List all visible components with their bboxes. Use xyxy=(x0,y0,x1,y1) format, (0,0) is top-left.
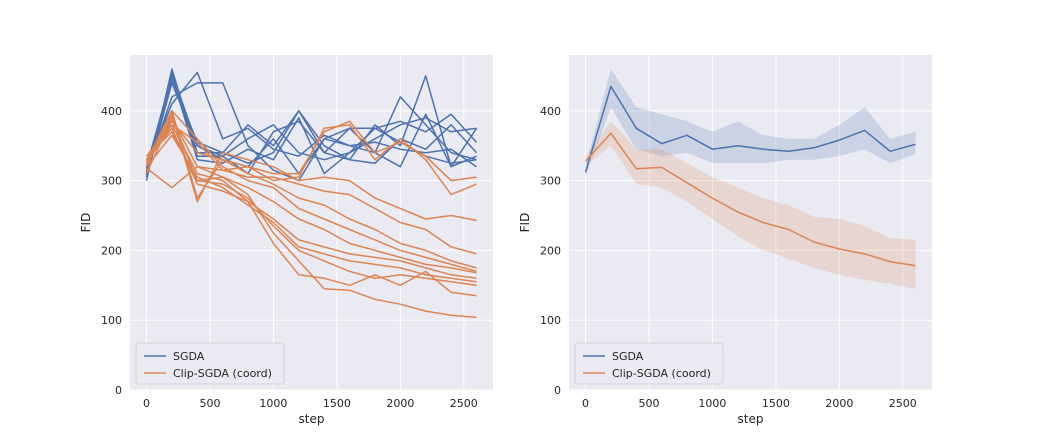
clip-sgda-run-line-9 xyxy=(145,124,477,255)
x-tick-label: 2500 xyxy=(450,397,478,410)
clip-sgda-run-line-4 xyxy=(145,134,477,283)
sgda-mean-line xyxy=(584,85,916,173)
legend: SGDA Clip-SGDA (coord) xyxy=(135,342,285,385)
x-tick-label: 0 xyxy=(143,397,150,410)
x-tick-label: 2500 xyxy=(889,397,917,410)
clip-sgda-mean-line xyxy=(584,132,916,267)
y-tick-label: 100 xyxy=(540,314,561,327)
y-axis-label: FID xyxy=(79,213,93,233)
x-tick-label: 1500 xyxy=(323,397,351,410)
y-tick-label: 0 xyxy=(115,384,122,397)
x-tick-label: 500 xyxy=(199,397,220,410)
y-tick-label: 200 xyxy=(540,244,561,257)
legend-label-sgda: SGDA xyxy=(173,350,205,363)
y-tick-label: 300 xyxy=(540,175,561,188)
x-tick-label: 1500 xyxy=(762,397,790,410)
x-axis-label: step xyxy=(738,412,764,426)
y-tick-label: 100 xyxy=(101,314,122,327)
legend-label-clip-sgda: Clip-SGDA (coord) xyxy=(612,367,711,380)
x-tick-label: 0 xyxy=(582,397,589,410)
chart-panel-left: 0 500 1000 1500 2000 2500 0 100 200 300 400 step FID… xyxy=(79,55,493,426)
clip-sgda-run-line-8 xyxy=(145,120,477,269)
legend-box xyxy=(135,342,285,385)
clip-sgda-run-line-6 xyxy=(145,117,477,274)
x-tick-label: 2000 xyxy=(825,397,853,410)
clip-sgda-run-line-10 xyxy=(145,113,477,222)
legend-label-clip-sgda: Clip-SGDA (coord) xyxy=(173,367,272,380)
y-tick-label: 0 xyxy=(554,384,561,397)
clip-sgda-run-line-3 xyxy=(145,131,477,287)
clip-sgda-run-line-5 xyxy=(145,127,477,280)
x-tick-label: 1000 xyxy=(259,397,287,410)
sgda-confidence-band xyxy=(585,69,916,178)
legend: SGDA Clip-SGDA (coord) xyxy=(574,342,724,385)
x-tick-label: 500 xyxy=(638,397,659,410)
legend-box xyxy=(574,342,724,385)
clip-sgda-run-line-7 xyxy=(145,110,477,273)
y-tick-label: 400 xyxy=(101,105,122,118)
x-axis-label: step xyxy=(299,412,325,426)
sgda-run-line-1 xyxy=(145,68,478,181)
x-tick-label: 2000 xyxy=(386,397,414,410)
sgda-run-line-7 xyxy=(145,71,477,169)
clip-sgda-run-line-1 xyxy=(145,117,477,319)
clip-sgda-run-line-12 xyxy=(145,110,477,199)
y-axis-label: FID xyxy=(518,213,532,233)
y-tick-label: 300 xyxy=(101,175,122,188)
x-tick-label: 1000 xyxy=(698,397,726,410)
y-tick-label: 400 xyxy=(540,105,561,118)
series-layer xyxy=(584,69,916,289)
legend-label-sgda: SGDA xyxy=(612,350,644,363)
chart-panel-right: 0 500 1000 1500 2000 2500 0 100 200 300 400 step FID… xyxy=(518,55,932,426)
y-tick-label: 200 xyxy=(101,244,122,257)
plot-area xyxy=(130,55,493,390)
series-layer xyxy=(145,68,478,319)
